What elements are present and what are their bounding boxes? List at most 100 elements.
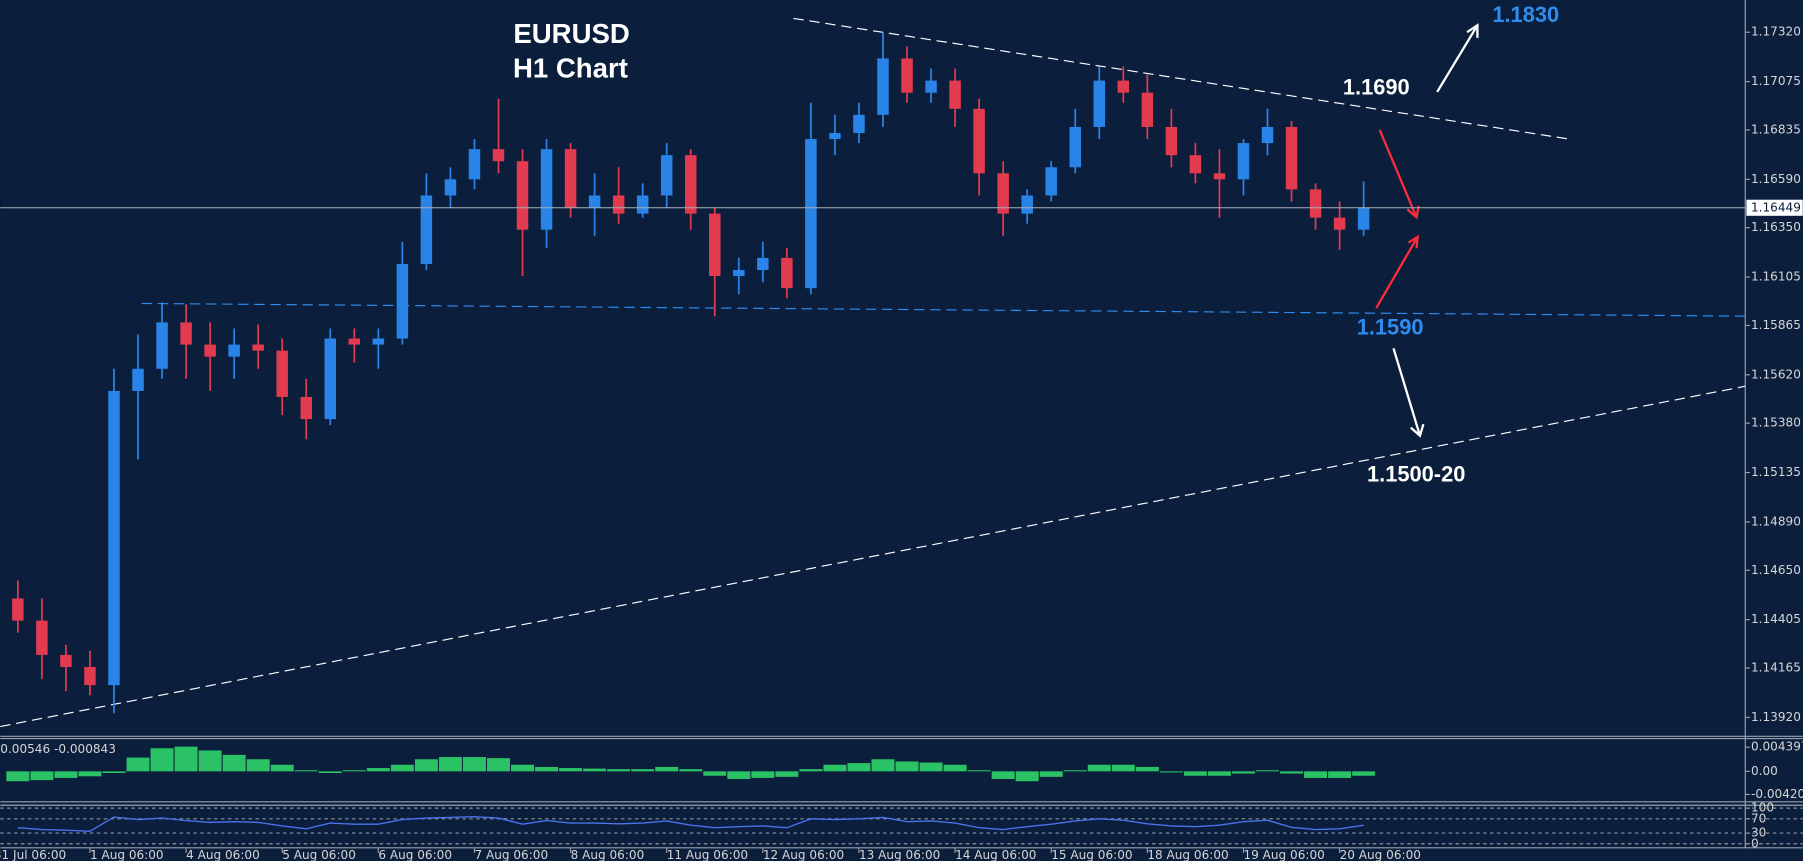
y-tick-label: 1.14165 [1751,660,1801,674]
candle-body [540,149,553,230]
candle-body [108,390,120,686]
candle-body [516,161,529,230]
histogram-bar [559,768,583,772]
histogram-bar [607,769,631,772]
candle-body [1045,167,1057,196]
current-price-box [1746,199,1803,216]
x-tick-label: 13 Aug 06:00 [859,848,940,861]
candle-body [564,149,577,208]
indicator-line [17,815,1364,832]
arrow [1392,347,1425,438]
histogram-bar [1087,764,1111,772]
candle-body [36,620,48,655]
histogram-bar [150,748,174,772]
histogram-bar [511,764,535,772]
arrow [1378,129,1420,220]
histogram-bar [438,757,462,772]
y-tick-label: 1.13920 [1751,710,1801,724]
y-tick-label: 1.16350 [1751,220,1801,234]
histogram-bar [1111,764,1135,772]
x-tick-label: 19 Aug 06:00 [1243,848,1324,861]
chart-title: EURUSD [513,18,629,49]
candle-body [372,338,385,345]
y-tick-label: 1.14890 [1751,514,1801,528]
y-tick-label: 1.16590 [1751,172,1801,186]
x-tick-label: 15 Aug 06:00 [1051,848,1132,861]
histogram-bar [1280,771,1304,774]
trendline [793,17,1570,140]
arrow [1375,234,1420,309]
candle-body [973,108,985,174]
candle-body [1309,189,1322,218]
x-tick-label: 8 Aug 06:00 [571,848,645,861]
candle-body [1285,126,1298,190]
candle-body [12,598,24,621]
histogram-bar [847,763,871,772]
histogram-bar [30,771,54,781]
y-tick-label: 1.15135 [1751,465,1801,479]
candle-body [228,344,240,357]
histogram-bar [198,750,222,772]
histogram-bar [727,771,751,780]
support-line [141,302,1746,317]
histogram-bar [294,770,318,772]
candle-body [156,322,168,369]
candle-body [468,149,481,180]
candle-body [348,338,361,345]
candle-body [1117,80,1130,93]
candle-body [949,80,961,109]
histogram-bar [823,764,847,772]
candle-body [636,195,649,214]
histogram-bar [1135,766,1159,772]
x-tick-label: 11 Aug 06:00 [667,848,748,861]
candle-body [276,350,288,397]
candle-body [1237,143,1250,180]
x-tick-label: 1 Aug 06:00 [90,848,164,861]
candle-body [853,114,865,133]
annotation: 1.1500-20 [1367,462,1465,487]
histogram-bar [414,759,438,772]
histogram-bar [342,770,366,772]
histogram-bar [1207,771,1231,776]
candle-body [997,173,1009,214]
candle-body [324,338,337,420]
histogram-bar [1159,771,1183,773]
histogram-bar [943,764,967,772]
y-tick-label: 1.15620 [1751,367,1801,381]
histogram-bar [1352,771,1376,776]
x-tick-label: 14 Aug 06:00 [955,848,1036,861]
histogram-bar [1039,771,1063,777]
y-tick-label: 0.00 [1751,764,1778,778]
histogram-bar [462,757,486,772]
candle-body [660,155,673,196]
x-tick-label: 7 Aug 06:00 [474,848,548,861]
arrows [1375,23,1479,438]
histogram-bar [1015,771,1039,782]
histogram-bar [390,764,414,772]
chart-subtitle: H1 Chart [513,52,628,83]
histogram-bar [222,754,246,772]
candle-body [1333,217,1346,230]
y-tick-label: 1.17075 [1751,74,1801,88]
x-tick-label: 18 Aug 06:00 [1147,848,1228,861]
candle-body [60,654,72,667]
candle-body [684,155,697,214]
candle-body [757,257,769,271]
histogram-bar [246,759,270,772]
candle-body [1069,126,1082,168]
histogram-bar [318,771,342,773]
candle-body [1213,173,1226,180]
y-tick-label: 70 [1751,811,1766,825]
arrow [1436,23,1479,93]
histogram-bar [679,769,703,772]
annotation: 1.1590 [1357,315,1424,340]
candle-body [252,344,264,351]
candle-body [444,179,457,196]
candle-body [1189,155,1202,174]
annotation: 1.1830 [1492,2,1559,27]
candle-body [396,263,409,339]
histogram-bar [991,771,1015,780]
candle-body [829,132,841,140]
